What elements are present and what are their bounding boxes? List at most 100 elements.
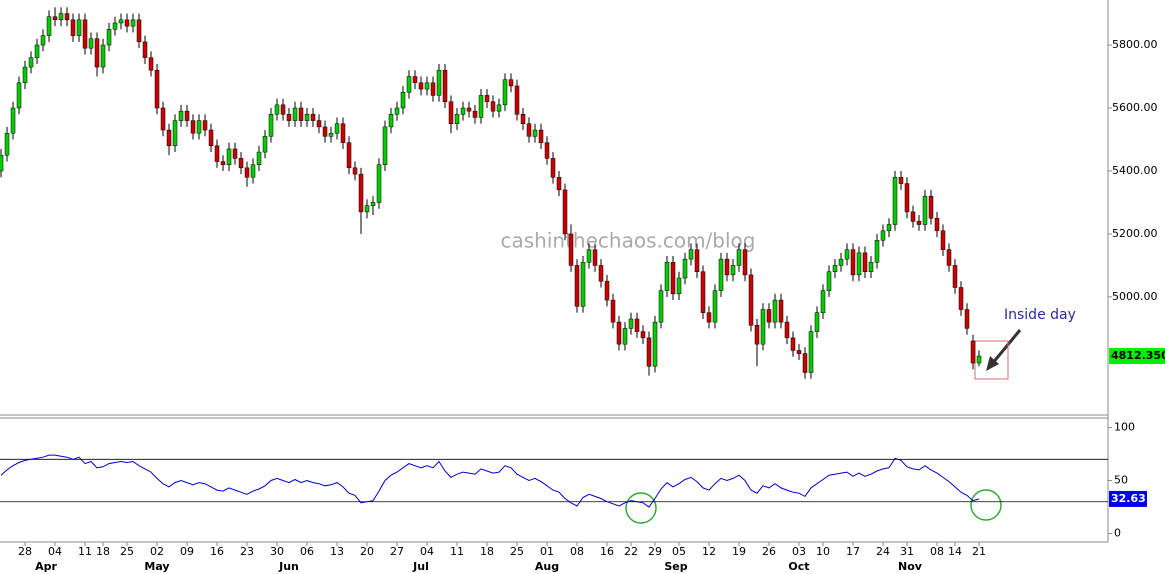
candle-body: [424, 82, 430, 90]
candle-body: [346, 142, 352, 169]
candle-body: [238, 158, 244, 169]
candle-body: [904, 183, 910, 213]
candle-body: [178, 110, 184, 121]
rsi-last-box: [1109, 490, 1147, 507]
candle-body: [250, 164, 256, 178]
candle-body: [118, 19, 124, 24]
candle-body: [556, 177, 562, 191]
candle-body: [160, 107, 166, 131]
candle-body: [514, 85, 520, 115]
x-tick-label: 20: [360, 545, 374, 558]
candle-body: [706, 312, 712, 323]
candle-body: [226, 148, 232, 165]
rsi-y-tick-label: 0: [1114, 527, 1121, 540]
candle-body: [334, 123, 340, 134]
candle-body: [454, 114, 460, 124]
x-tick-label: 30: [270, 545, 284, 558]
x-tick-label: 02: [150, 545, 164, 558]
candle-body: [46, 16, 52, 36]
x-tick-label: 10: [816, 545, 830, 558]
x-tick-label: 04: [48, 545, 62, 558]
candle-body: [370, 202, 376, 206]
candle-body: [928, 195, 934, 219]
candle-body: [310, 114, 316, 121]
candle-body: [208, 129, 214, 147]
candle-body: [496, 104, 502, 112]
candle-body: [256, 151, 262, 165]
candle-body: [520, 114, 526, 124]
last-price-box: [1109, 348, 1165, 365]
candle-body: [52, 16, 58, 21]
candle-body: [202, 120, 208, 131]
month-label: May: [144, 560, 169, 573]
candle-body: [298, 107, 304, 121]
x-tick-label: 17: [846, 545, 860, 558]
candle-body: [10, 107, 16, 134]
y-tick-label: 5200.00: [1112, 227, 1158, 240]
candle-body: [922, 195, 928, 225]
candle-body: [604, 280, 610, 301]
candle-body: [766, 309, 772, 323]
candle-body: [286, 114, 292, 121]
candle-body: [490, 101, 496, 112]
candle-body: [376, 164, 382, 203]
candle-body: [664, 262, 670, 291]
candle-body: [460, 107, 466, 115]
candle-body: [142, 41, 148, 58]
month-label: Aug: [535, 560, 559, 573]
candle-body: [58, 13, 64, 21]
candle-body: [130, 19, 136, 27]
candle-body: [4, 132, 10, 156]
candle-body: [28, 57, 34, 68]
x-tick-label: 23: [240, 545, 254, 558]
candle-body: [574, 265, 580, 307]
candle-body: [244, 167, 250, 178]
x-tick-label: 28: [18, 545, 32, 558]
candle-body: [64, 13, 70, 21]
candle-body: [952, 265, 958, 288]
candle-body: [82, 19, 88, 49]
candle-body: [820, 290, 826, 313]
candle-body: [910, 211, 916, 222]
candle-body: [166, 129, 172, 147]
candle-body: [328, 132, 334, 137]
candle-body: [484, 95, 490, 102]
candle-body: [412, 76, 418, 84]
rsi-line: [0, 454, 980, 508]
candle-body: [670, 262, 676, 295]
x-tick-label: 11: [450, 545, 464, 558]
candle-body: [106, 29, 112, 46]
candle-body: [184, 110, 190, 121]
candle-body: [856, 252, 862, 276]
candle-body: [400, 92, 406, 109]
month-label: Jun: [278, 560, 299, 573]
candle-body: [568, 233, 574, 266]
candle-body: [562, 189, 568, 235]
candle-body: [826, 271, 832, 291]
x-tick-label: 12: [702, 545, 716, 558]
candle-body: [436, 69, 442, 96]
x-tick-label: 24: [876, 545, 890, 558]
candle-body: [94, 38, 100, 68]
candle-body: [634, 318, 640, 332]
candle-body: [22, 66, 28, 84]
candle-body: [388, 114, 394, 128]
highlight-circle: [970, 489, 1002, 521]
candle-body: [778, 299, 784, 323]
candle-body: [838, 258, 844, 266]
candle-body: [886, 224, 892, 232]
candle-body: [280, 104, 286, 115]
candle-body: [892, 177, 898, 225]
x-tick-label: 27: [390, 545, 404, 558]
y-tick-label: 5400.00: [1112, 164, 1158, 177]
candle-body: [832, 265, 838, 272]
candle-body: [196, 120, 202, 134]
candle-body: [442, 69, 448, 102]
candle-body: [700, 271, 706, 313]
y-tick-label: 5600.00: [1112, 101, 1158, 114]
candle-body: [214, 145, 220, 162]
month-label: Sep: [664, 560, 687, 573]
x-tick-label: 25: [120, 545, 134, 558]
x-tick-label: 11: [78, 545, 92, 558]
candle-body: [628, 318, 634, 329]
